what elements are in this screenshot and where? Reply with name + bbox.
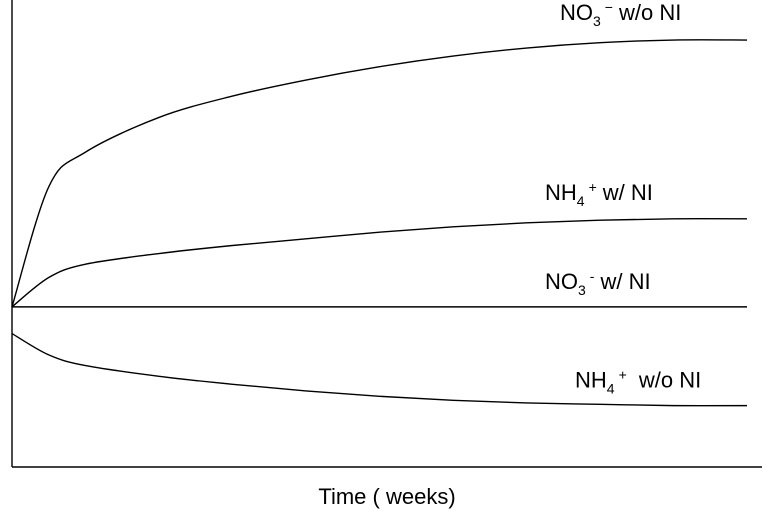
series-label-subscript: 3 <box>593 13 601 29</box>
series-label-subscript: 3 <box>578 282 586 298</box>
series-label-1: NO3− w/o NI <box>560 0 681 29</box>
series-label-suffix: w/o NI <box>618 0 681 25</box>
series-label-suffix: w/ NI <box>602 180 653 205</box>
series-label-superscript: + <box>619 367 627 383</box>
series-label-base: NO <box>560 0 593 25</box>
series-label-superscript: - <box>590 268 595 284</box>
series-label-base: NH <box>545 180 577 205</box>
series-label-base: NH <box>575 368 607 393</box>
series-label-subscript: 4 <box>577 193 585 209</box>
series-label-4: NH4+ w/o NI <box>575 367 701 397</box>
series-label-suffix: w/o NI <box>633 368 701 393</box>
x-axis-title: Time ( weeks) <box>318 484 455 509</box>
series-group <box>12 40 747 406</box>
series-label-superscript: + <box>589 179 597 195</box>
series-label-suffix: w/ NI <box>599 269 650 294</box>
series-label-superscript: − <box>605 0 613 15</box>
series-label-subscript: 4 <box>607 381 615 397</box>
series-line-1 <box>12 40 747 307</box>
series-label-3: NO3- w/ NI <box>545 268 651 298</box>
series-label-2: NH4+ w/ NI <box>545 179 653 209</box>
series-label-base: NO <box>545 269 578 294</box>
